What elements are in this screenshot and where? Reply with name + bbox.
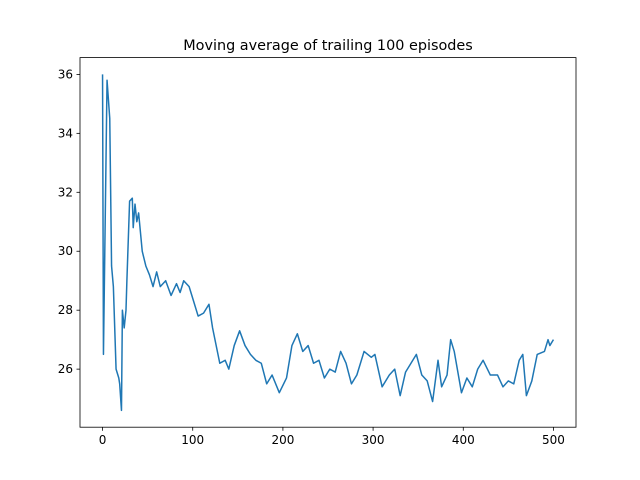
y-tick-label: 32	[58, 185, 73, 199]
x-tick-label: 500	[542, 433, 565, 447]
x-tick-label: 300	[362, 433, 385, 447]
y-tick-label: 28	[58, 303, 73, 317]
y-tick-label: 34	[58, 126, 73, 140]
plot-frame	[79, 57, 577, 428]
chart-title: Moving average of trailing 100 episodes	[183, 38, 473, 54]
x-tick-label: 400	[452, 433, 475, 447]
line	[101, 74, 555, 412]
y-tick-label: 30	[58, 244, 73, 258]
y-tick-label: 26	[58, 362, 73, 376]
x-tick-label: 0	[99, 433, 107, 447]
x-tick-label: 200	[271, 433, 294, 447]
y-tick-label: 36	[58, 67, 73, 81]
x-tick-label: 100	[181, 433, 204, 447]
